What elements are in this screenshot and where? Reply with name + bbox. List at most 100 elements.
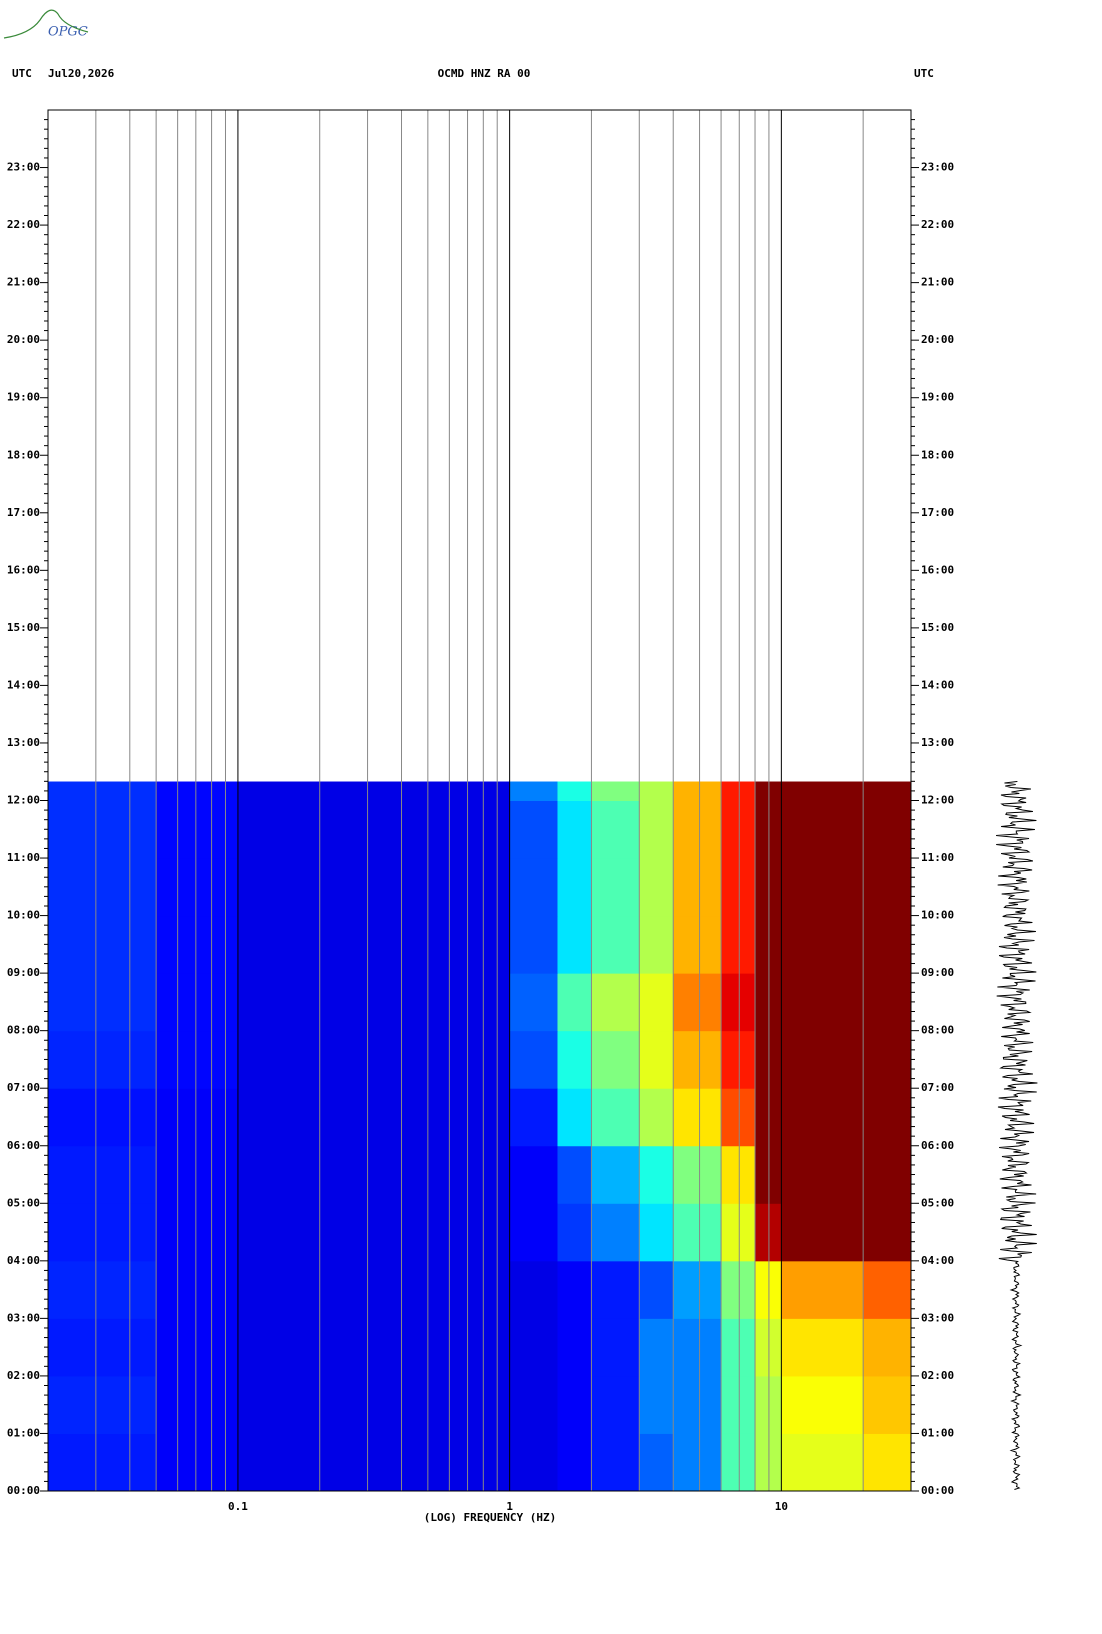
spectrogram-cell [721, 858, 756, 917]
spectrogram-cell [557, 800, 592, 859]
spectrogram-cell [237, 1375, 369, 1434]
x-tick-label: 10 [775, 1500, 788, 1513]
spectrogram-cell [781, 1375, 864, 1434]
y-tick-label: 02:00 [7, 1369, 40, 1382]
spectrogram-cell [639, 1088, 674, 1147]
spectrogram-cell [639, 1433, 674, 1492]
spectrogram-cell [639, 915, 674, 974]
spectrogram-cell [557, 1145, 592, 1204]
spectrogram-cell [781, 1030, 864, 1089]
spectrogram-cell [721, 1203, 756, 1262]
spectrogram-cell [48, 915, 157, 974]
y-tick-label: 11:00 [7, 851, 40, 864]
spectrogram-cell [509, 1203, 558, 1262]
chart-title: OCMD HNZ RA 00 [438, 67, 531, 80]
header-left: UTC [12, 67, 32, 80]
spectrogram-cell [781, 915, 864, 974]
spectrogram-cell [557, 781, 592, 801]
spectrogram-cell [721, 1145, 756, 1204]
spectrogram-cell [48, 781, 157, 801]
y-tick-label: 20:00 [7, 333, 40, 346]
y-tick-label: 16:00 [7, 563, 40, 576]
y-tick-label: 20:00 [921, 333, 954, 346]
spectrogram-cell [156, 1433, 239, 1492]
spectrogram-cell [237, 915, 369, 974]
y-tick-label: 01:00 [921, 1426, 954, 1439]
spectrogram-cell [367, 1375, 511, 1434]
spectrogram-cell [557, 1318, 592, 1377]
x-tick-label: 1 [506, 1500, 513, 1513]
y-tick-label: 08:00 [921, 1024, 954, 1037]
spectrogram-cell [639, 800, 674, 859]
y-tick-label: 17:00 [921, 506, 954, 519]
y-tick-label: 19:00 [921, 391, 954, 404]
y-tick-label: 07:00 [7, 1081, 40, 1094]
spectrogram-cell [557, 1030, 592, 1089]
y-tick-label: 02:00 [921, 1369, 954, 1382]
spectrogram-cell [721, 915, 756, 974]
y-tick-label: 12:00 [7, 794, 40, 807]
spectrogram-cell [156, 1318, 239, 1377]
spectrogram-cell [721, 1088, 756, 1147]
spectrogram-cell [591, 1375, 640, 1434]
y-tick-label: 14:00 [7, 678, 40, 691]
spectrogram-cell [367, 1260, 511, 1319]
spectrogram-cell [557, 1203, 592, 1262]
y-tick-label: 05:00 [7, 1196, 40, 1209]
spectrogram-cell [237, 1030, 369, 1089]
spectrogram-cell [237, 1145, 369, 1204]
spectrogram-cell [367, 1318, 511, 1377]
spectrogram-cell [509, 1030, 558, 1089]
y-tick-label: 11:00 [921, 851, 954, 864]
spectrogram-cell [781, 1318, 864, 1377]
spectrogram-cell [557, 1375, 592, 1434]
y-tick-label: 23:00 [921, 161, 954, 174]
spectrogram-cell [673, 1260, 722, 1319]
spectrogram-cell [639, 781, 674, 801]
spectrogram-cell [156, 1030, 239, 1089]
spectrogram-cell [509, 1145, 558, 1204]
spectrogram-cell [48, 1203, 157, 1262]
logo: OPGC [48, 25, 88, 40]
spectrogram-cell [863, 915, 912, 974]
spectrogram-cell [591, 781, 640, 801]
seismogram-line [996, 781, 1038, 1490]
spectrogram-cell [509, 973, 558, 1032]
spectrogram-cell [367, 781, 511, 801]
y-tick-label: 04:00 [7, 1254, 40, 1267]
spectrogram-cell [673, 1088, 722, 1147]
y-tick-label: 23:00 [7, 161, 40, 174]
spectrogram-cell [48, 858, 157, 917]
spectrogram-cell [721, 973, 756, 1032]
spectrogram-cell [156, 781, 239, 801]
spectrogram-cell [237, 1433, 369, 1492]
spectrogram-cell [557, 915, 592, 974]
y-tick-label: 16:00 [921, 563, 954, 576]
spectrogram-cell [863, 781, 912, 801]
y-tick-label: 06:00 [7, 1139, 40, 1152]
spectrogram-cell [156, 973, 239, 1032]
spectrogram-cell [48, 1088, 157, 1147]
y-tick-label: 12:00 [921, 794, 954, 807]
spectrogram-cell [509, 858, 558, 917]
y-tick-label: 04:00 [921, 1254, 954, 1267]
spectrogram-cell [721, 1433, 756, 1492]
spectrogram-cell [721, 1260, 756, 1319]
spectrogram-cell [591, 1203, 640, 1262]
spectrogram-cell [673, 1433, 722, 1492]
spectrogram-cell [591, 1088, 640, 1147]
spectrogram-cell [591, 1433, 640, 1492]
spectrogram-cell [509, 1375, 558, 1434]
y-tick-label: 07:00 [921, 1081, 954, 1094]
spectrogram-cell [237, 858, 369, 917]
spectrogram-cell [639, 1203, 674, 1262]
y-tick-label: 05:00 [921, 1196, 954, 1209]
y-tick-label: 09:00 [7, 966, 40, 979]
spectrogram-cell [509, 1433, 558, 1492]
spectrogram-cell [156, 1203, 239, 1262]
spectrogram-cell [673, 1203, 722, 1262]
spectrogram-cell [721, 1030, 756, 1089]
spectrogram-cell [156, 1375, 239, 1434]
spectrogram-cell [673, 800, 722, 859]
